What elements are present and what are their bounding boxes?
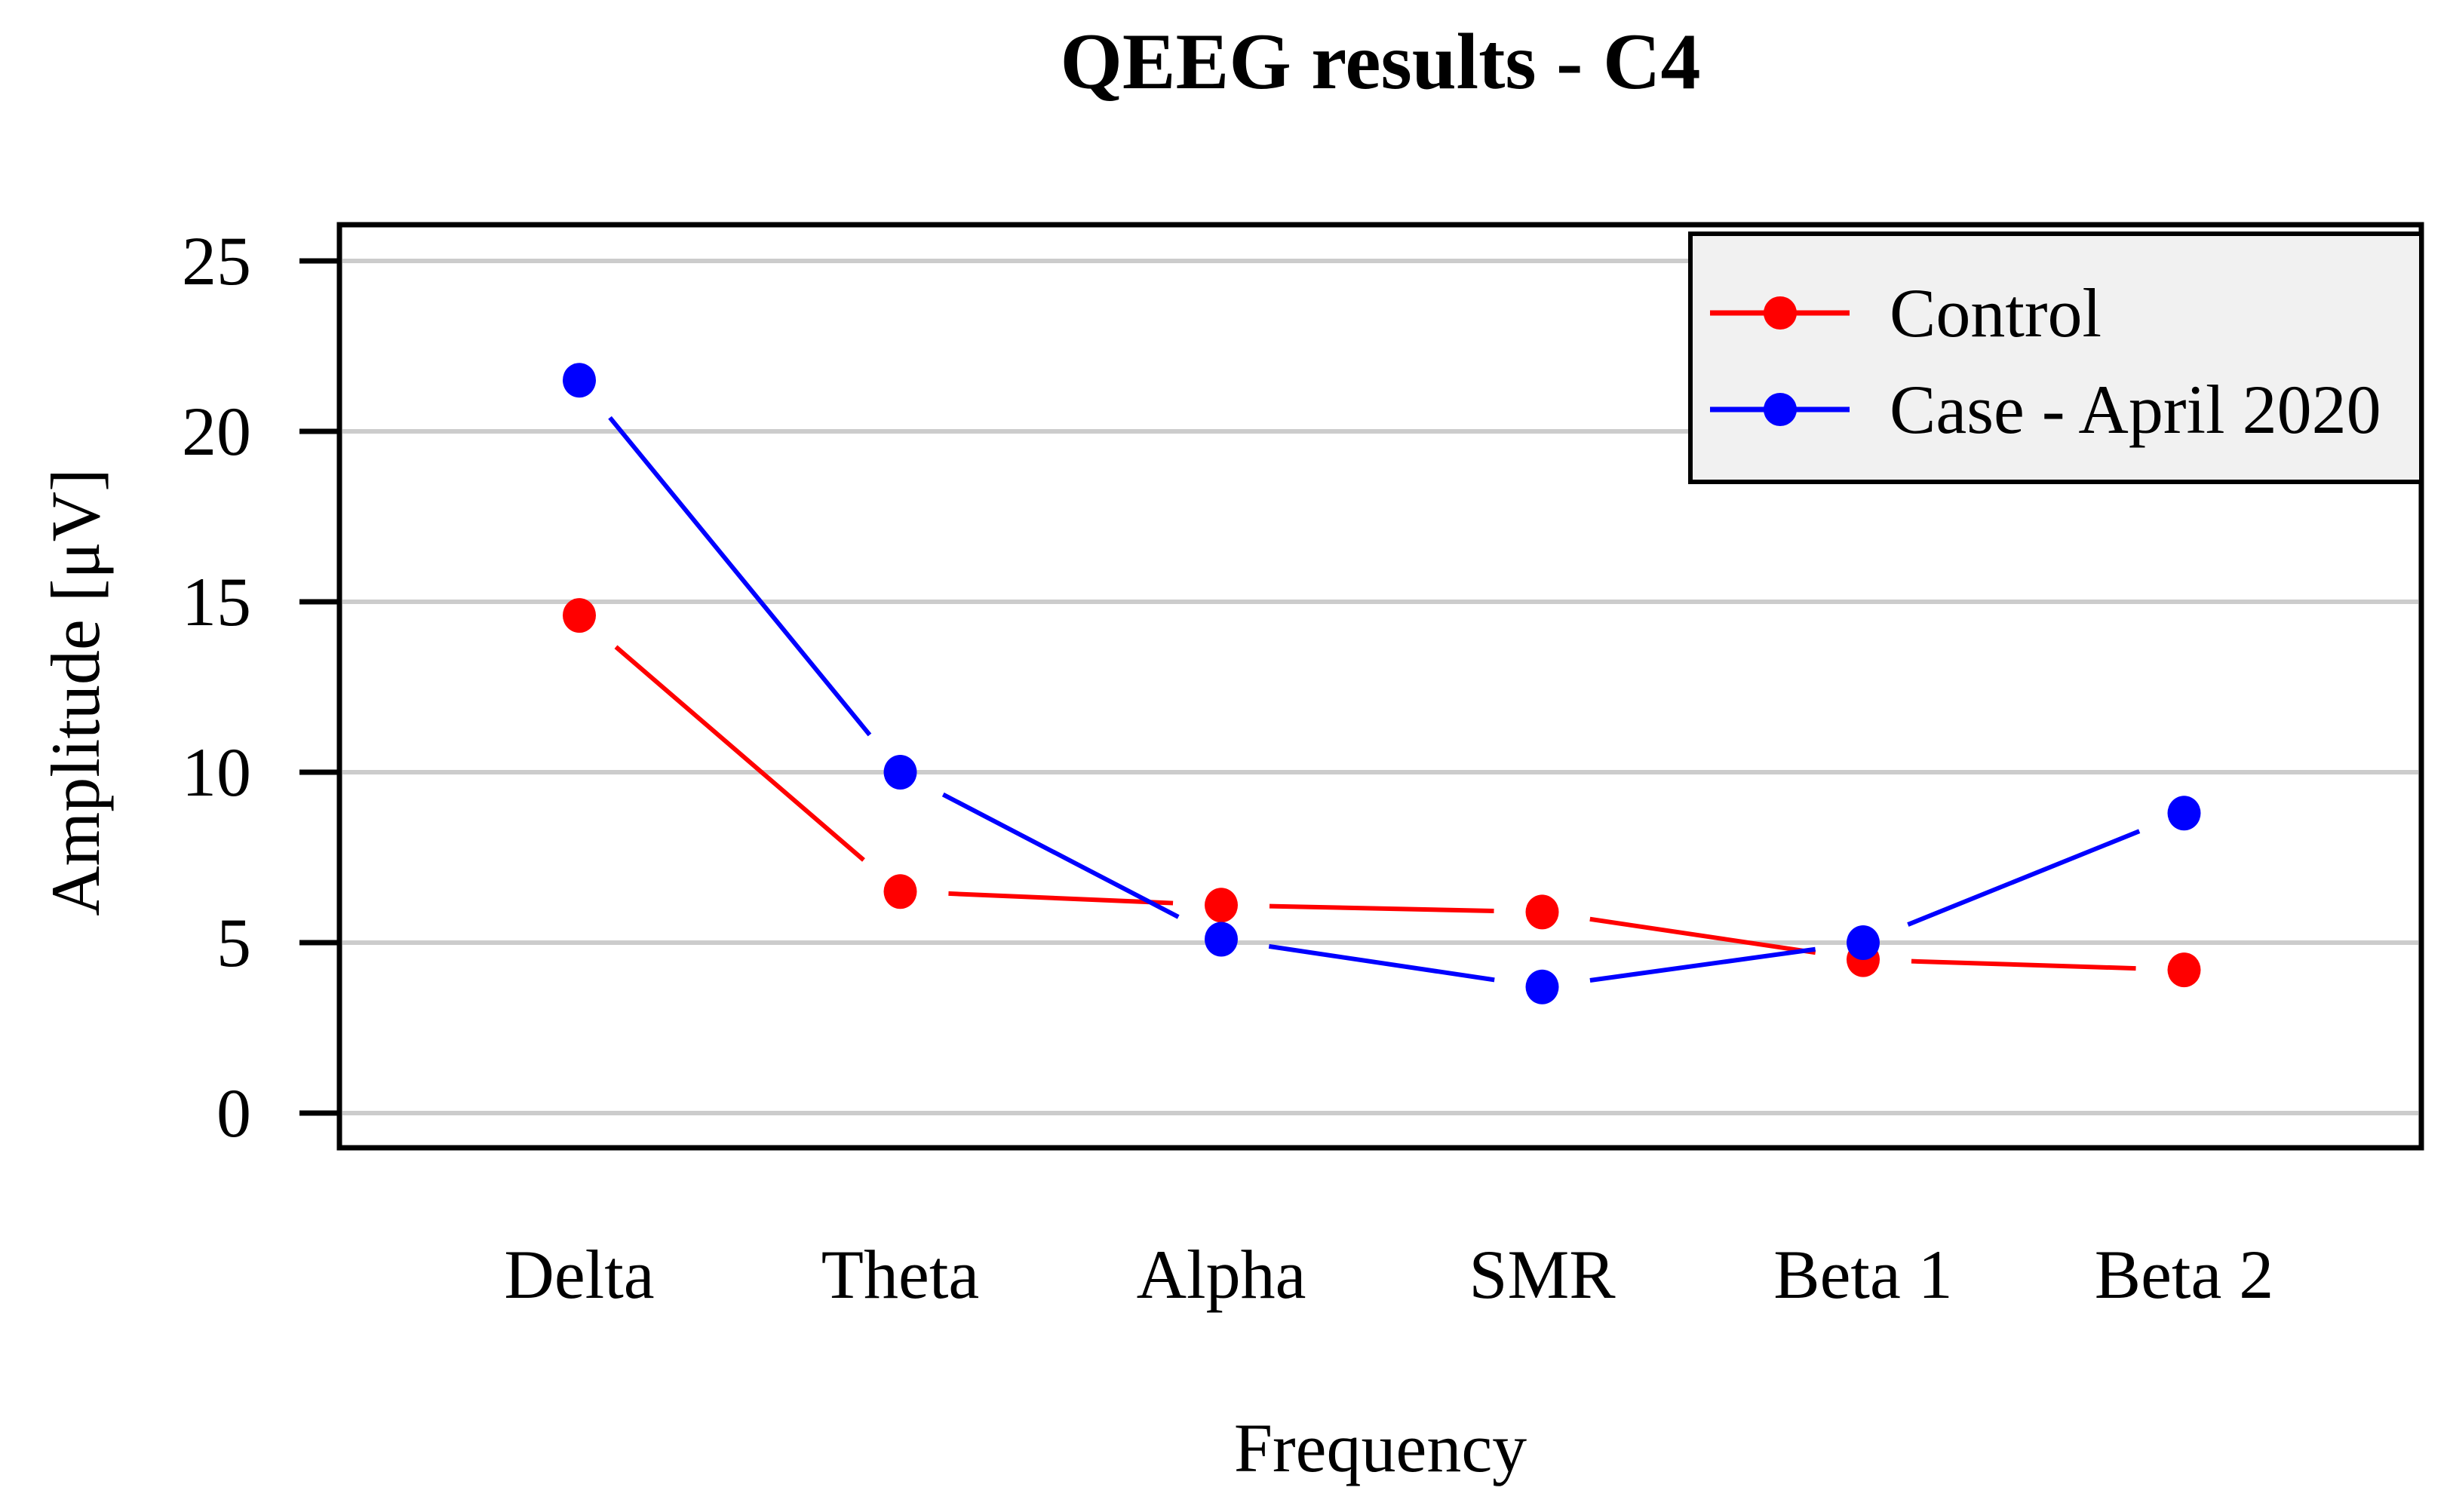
legend-label: Case - April 2020: [1890, 371, 2381, 448]
series-line-case: [1268, 943, 1495, 983]
y-tick-label: 10: [182, 734, 251, 811]
data-point-marker: [563, 598, 596, 633]
series-line-control: [1911, 958, 2136, 971]
x-tick-label-beta2: Beta 2: [2094, 1236, 2274, 1313]
data-point-marker: [563, 363, 596, 398]
data-point-marker: [883, 874, 917, 909]
legend-marker-icon: [1763, 296, 1797, 330]
legend-item-control: Control: [1693, 265, 2419, 361]
series-line-case: [1589, 946, 1816, 983]
series-line-control: [1589, 916, 1816, 955]
legend-swatch: [1710, 290, 1850, 336]
x-axis-title: Frequency: [1233, 1409, 1527, 1486]
y-tick-label: 20: [182, 393, 251, 470]
legend-item-case: Case - April 2020: [1693, 361, 2419, 458]
x-tick-label-delta: Delta: [504, 1236, 655, 1313]
series-line-case: [941, 792, 1180, 919]
y-axis-title: Amplitude [μV]: [37, 468, 114, 916]
series-line-control: [948, 891, 1174, 906]
y-tick-label: 15: [182, 563, 251, 640]
legend: Control Case - April 2020: [1688, 232, 2424, 484]
legend-swatch: [1710, 387, 1850, 432]
data-point-marker: [1525, 969, 1559, 1004]
x-tick-label-smr: SMR: [1469, 1236, 1616, 1313]
series-line-control: [1269, 903, 1494, 913]
x-tick-label-alpha: Alpha: [1136, 1236, 1306, 1313]
data-point-marker: [1205, 922, 1238, 957]
y-tick-label: 25: [182, 222, 251, 299]
data-point-marker: [2167, 952, 2201, 988]
data-point-marker: [883, 755, 917, 790]
data-point-marker: [1205, 888, 1238, 923]
legend-marker-icon: [1763, 393, 1797, 426]
series-line-control: [614, 645, 865, 862]
x-tick-label-theta: Theta: [821, 1236, 980, 1313]
series-line-case: [608, 416, 872, 737]
x-tick-label-beta1: Beta 1: [1773, 1236, 1953, 1313]
y-tick-label: 5: [216, 904, 251, 981]
data-point-marker: [1525, 894, 1559, 930]
data-point-marker: [1847, 925, 1880, 960]
legend-label: Control: [1890, 274, 2102, 351]
data-point-marker: [2167, 796, 2201, 831]
y-tick-label: 0: [216, 1075, 251, 1152]
chart-title: QEEG results - C4: [1060, 17, 1701, 106]
plot-frame: [336, 222, 2424, 1151]
series-line-case: [1907, 829, 2141, 927]
